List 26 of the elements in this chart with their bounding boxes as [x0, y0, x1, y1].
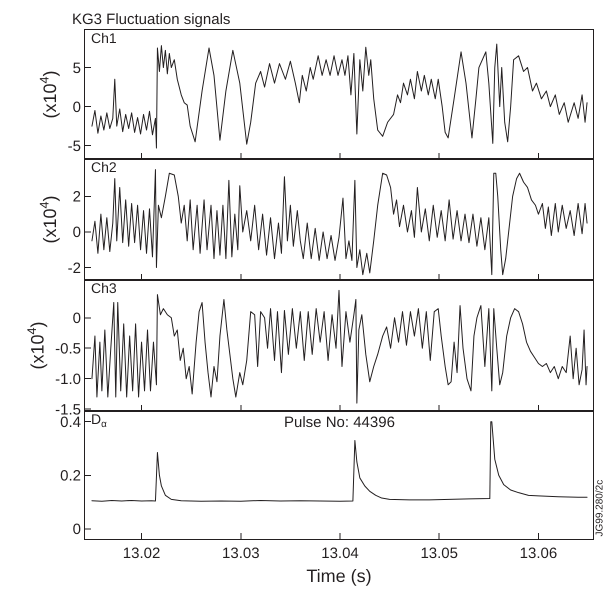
y-tick-label: 0 [72, 98, 81, 116]
annotation: Ch2 [91, 159, 117, 175]
y-tick-label: -1.0 [55, 370, 81, 388]
x-tick-label: 13.04 [321, 545, 359, 562]
annotation: Pulse No: 44396 [284, 414, 395, 431]
y-tick-label: -2 [68, 260, 81, 277]
x-tick-label: 13.06 [520, 545, 558, 562]
annotation: Ch3 [91, 280, 117, 296]
chart-title: KG3 Fluctuation signals [72, 11, 230, 28]
line-series [91, 44, 588, 149]
y-tick-label: 2 [72, 188, 81, 206]
y-tick-label: -5 [68, 138, 81, 155]
y-tick-label: 0 [72, 310, 81, 328]
x-tick-label: 13.05 [420, 545, 458, 562]
x-tick-label: 13.03 [222, 545, 260, 562]
y-tick-label: 0 [72, 521, 81, 538]
annotation: D$_{α}$ [91, 411, 108, 430]
y-tick-label: 0.2 [60, 468, 81, 485]
annotation: Ch1 [91, 30, 117, 46]
x-axis-title: Time (s) [306, 566, 372, 586]
y-tick-label: -0.5 [55, 340, 81, 358]
x-tick-label: 13.02 [122, 545, 160, 562]
y-tick-label: 0 [72, 224, 81, 242]
y-tick-label: 0.4 [60, 414, 81, 431]
y-tick-label: 5 [72, 60, 81, 77]
text: JG99.280/2c [594, 480, 605, 536]
